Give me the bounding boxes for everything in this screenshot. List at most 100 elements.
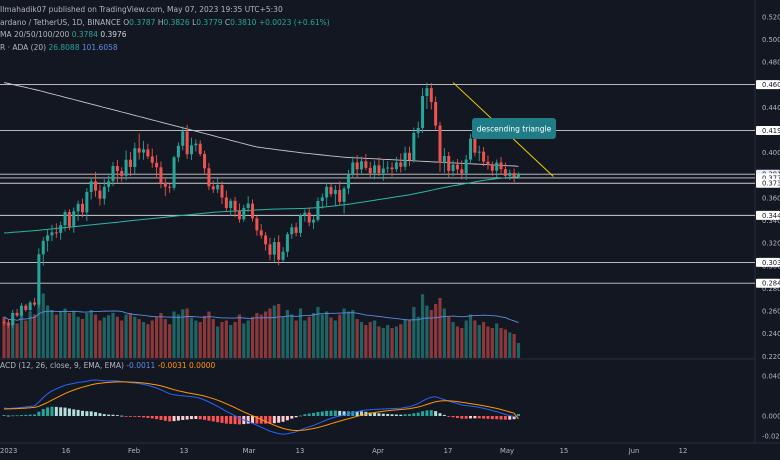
candle-body: [150, 156, 154, 163]
volume-bar: [451, 322, 455, 358]
volume-bar: [224, 320, 228, 358]
macd-histogram-bar: [421, 411, 425, 416]
macd-histogram-bar: [172, 416, 176, 422]
volume-bar: [189, 317, 194, 358]
macd-histogram-bar: [368, 412, 372, 416]
macd-histogram-bar: [490, 416, 494, 420]
macd-histogram-bar: [290, 416, 294, 419]
candle-body: [381, 168, 385, 174]
volume-bar: [220, 322, 224, 358]
candlesticks: [2, 82, 520, 328]
volume-bar: [425, 305, 429, 358]
price-label-box: [756, 178, 780, 188]
time-tick-label: Apr: [372, 447, 384, 455]
volume-bar: [76, 316, 80, 358]
volume-bar: [211, 319, 215, 358]
candle-body: [329, 186, 333, 195]
macd-histogram-bar: [124, 416, 128, 417]
chart-legend: Ilmahadik07 published on TradingView.com…: [0, 4, 330, 54]
volume-value-1: 26.8088: [48, 42, 80, 52]
macd-histogram-bar: [80, 410, 84, 416]
macd-histogram-bar: [229, 416, 233, 424]
candle-body: [111, 166, 115, 182]
candle-body: [460, 169, 464, 174]
volume-bar: [133, 316, 137, 358]
volume-bar: [28, 311, 32, 358]
macd-histogram-bar: [508, 416, 512, 420]
macd-histogram-bar: [133, 416, 137, 417]
price-label: 0.4196: [762, 127, 780, 135]
volume-bar: [368, 322, 372, 358]
volume-bar: [285, 310, 289, 358]
ma-legend: MA 20/50/100/200 0.3784 0.3976: [0, 29, 330, 42]
volume-bar: [2, 316, 6, 358]
macd-histogram-bar: [94, 412, 98, 416]
volume-bar: [298, 308, 303, 358]
macd-histogram-bar: [460, 416, 464, 419]
candle-body: [172, 157, 176, 188]
ma-label: MA 20/50/100/200: [0, 30, 70, 39]
candle-body: [277, 242, 281, 260]
macd-histogram-bar: [28, 414, 32, 416]
volume-bar: [503, 329, 507, 358]
macd-histogram-bar: [155, 416, 159, 420]
macd-histogram-bar: [102, 414, 106, 416]
volume-bar: [403, 319, 407, 358]
candle-body: [242, 208, 246, 220]
macd-histogram-bar: [137, 416, 141, 417]
volume-bar: [311, 313, 316, 358]
annotation-badge[interactable]: descending triangle: [472, 118, 556, 139]
candle-body: [259, 230, 263, 236]
candle-body: [28, 302, 32, 311]
candle-body: [338, 189, 342, 202]
high-label: H: [157, 17, 164, 27]
volume-bar: [364, 325, 368, 358]
volume-bar: [264, 311, 268, 358]
macd-histogram-bar: [425, 410, 429, 416]
candle-body: [41, 240, 45, 255]
volume-bar: [460, 328, 464, 358]
volume-bar: [11, 319, 15, 358]
macd-label: ACD (12, 26, close, 9, EMA, EMA): [0, 361, 124, 370]
candle-body: [360, 161, 364, 170]
time-tick-label: 13: [180, 447, 189, 455]
time-axis: 2023 16 Feb 13 Mar 13 Apr 17 May 15 Jun 12: [0, 447, 687, 455]
volume-bar: [150, 320, 154, 358]
volume-legend: R · ADA (20) 26.8088 101.6058: [0, 42, 330, 55]
candle-body: [364, 161, 368, 168]
volume-bar: [277, 304, 281, 358]
macd-histogram-bar: [194, 416, 198, 419]
volume-bar: [54, 314, 58, 358]
candle-body: [137, 148, 141, 153]
candle-body: [342, 188, 346, 202]
candle-body: [351, 162, 355, 175]
macd-histogram-bar: [407, 414, 411, 416]
macd-histogram-bar: [403, 414, 407, 416]
macd-histogram-bar: [6, 415, 10, 417]
candle-body: [390, 167, 394, 170]
candle-body: [516, 174, 520, 177]
volume-bar: [159, 313, 163, 358]
macd-pane: [2, 379, 520, 435]
volume-bar: [115, 316, 119, 358]
volume-bar: [237, 314, 242, 358]
volume-bar: [268, 308, 272, 358]
candle-body: [482, 151, 486, 162]
candle-body: [469, 138, 473, 160]
macd-histogram-bar: [224, 416, 228, 424]
volume-bar: [473, 320, 477, 358]
candle-body: [477, 151, 481, 153]
time-tick-label: 16: [62, 447, 71, 455]
volume-bar: [351, 310, 355, 358]
time-tick-label: Mar: [243, 447, 256, 455]
macd-histogram-bar: [255, 416, 259, 424]
candle-body: [455, 164, 459, 170]
